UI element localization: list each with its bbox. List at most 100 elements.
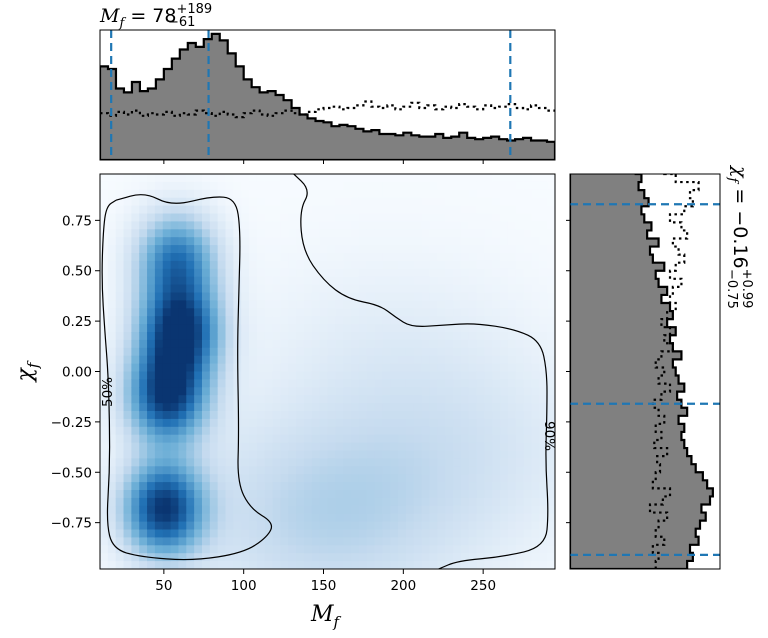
heatmap-cell	[382, 411, 391, 420]
heatmap-cell	[241, 529, 250, 538]
heatmap-cell	[303, 197, 313, 207]
heatmap-cell	[264, 237, 274, 246]
heatmap-cell	[154, 450, 164, 459]
heatmap-cell	[523, 482, 533, 491]
heatmap-cell	[178, 561, 187, 569]
heatmap-cell	[162, 300, 172, 309]
heatmap-cell	[186, 529, 195, 538]
heatmap-cell	[272, 387, 282, 396]
heatmap-cell	[264, 332, 274, 341]
heatmap-cell	[154, 245, 164, 254]
heatmap-cell	[147, 395, 156, 404]
heatmap-cell	[374, 260, 384, 270]
heatmap-cell	[154, 300, 164, 309]
heatmap-cell	[405, 324, 415, 333]
heatmap-cell	[515, 505, 525, 515]
heatmap-cell	[264, 450, 274, 459]
y-tick-label: 0.00	[62, 365, 92, 381]
heatmap-cell	[405, 474, 415, 483]
heatmap-cell	[539, 260, 548, 270]
heatmap-cell	[335, 245, 344, 254]
heatmap-cell	[398, 245, 407, 254]
heatmap-cell	[507, 174, 517, 183]
heatmap-cell	[296, 268, 305, 278]
heatmap-cell	[460, 205, 470, 215]
posterior-histogram	[570, 174, 714, 569]
heatmap-cell	[288, 197, 297, 207]
heatmap-cell	[194, 418, 203, 428]
heatmap-cell	[358, 458, 368, 467]
heatmap-cell	[296, 521, 305, 531]
heatmap-cell	[162, 347, 172, 357]
heatmap-cell	[398, 497, 407, 507]
heatmap-cell	[131, 545, 140, 554]
heatmap-cell	[539, 553, 548, 562]
heatmap-cell	[303, 521, 313, 531]
heatmap-cell	[272, 466, 282, 475]
heatmap-cell	[429, 197, 438, 207]
heatmap-cell	[162, 395, 172, 404]
heatmap-cell	[233, 268, 242, 278]
heatmap-cell	[170, 189, 180, 199]
heatmap-cell	[288, 363, 297, 373]
heatmap-cell	[492, 229, 501, 238]
heatmap-cell	[107, 403, 117, 412]
heatmap-cell	[147, 387, 156, 396]
heatmap-cell	[453, 490, 462, 499]
heatmap-cell	[225, 245, 234, 254]
heatmap-cell	[358, 387, 368, 396]
heatmap-cell	[437, 490, 446, 499]
heatmap-cell	[405, 395, 415, 404]
heatmap-cell	[100, 181, 109, 191]
heatmap-cell	[170, 174, 180, 183]
heatmap-cell	[264, 537, 274, 546]
heatmap-cell	[217, 197, 227, 207]
heatmap-cell	[241, 458, 250, 467]
heatmap-cell	[500, 253, 509, 262]
heatmap-cell	[256, 300, 266, 309]
heatmap-cell	[186, 497, 195, 507]
heatmap-cell	[437, 442, 446, 452]
heatmap-cell	[303, 395, 313, 404]
heatmap-cell	[351, 411, 360, 420]
heatmap-cell	[358, 189, 368, 199]
heatmap-cell	[358, 545, 368, 554]
heatmap-cell	[303, 411, 313, 420]
heatmap-cell	[539, 284, 548, 294]
heatmap-cell	[272, 474, 282, 483]
heatmap-cell	[460, 245, 470, 254]
heatmap-cell	[523, 237, 533, 246]
heatmap-cell	[241, 284, 250, 294]
heatmap-cell	[468, 213, 478, 222]
heatmap-cell	[241, 276, 250, 286]
heatmap-cell	[209, 561, 219, 569]
heatmap-cell	[311, 245, 321, 254]
heatmap-cell	[178, 403, 187, 412]
heatmap-cell	[139, 371, 148, 380]
heatmap-cell	[154, 379, 164, 388]
heatmap-cell	[201, 553, 211, 562]
heatmap-cell	[398, 529, 407, 538]
heatmap-cell	[107, 339, 117, 349]
heatmap-cell	[358, 482, 368, 491]
heatmap-cell	[303, 371, 313, 380]
heatmap-cell	[507, 213, 517, 222]
heatmap-cell	[311, 181, 321, 191]
heatmap-cell	[272, 237, 282, 246]
heatmap-cell	[225, 513, 234, 523]
heatmap-cell	[327, 332, 336, 341]
heatmap-cell	[139, 482, 148, 491]
heatmap-cell	[531, 545, 540, 554]
heatmap-cell	[217, 308, 227, 317]
heatmap-cell	[107, 553, 117, 562]
heatmap-cell	[123, 395, 132, 404]
heatmap-cell	[201, 213, 211, 222]
heatmap-cell	[170, 411, 180, 420]
heatmap-cell	[303, 474, 313, 483]
heatmap-cell	[209, 450, 219, 459]
heatmap-cell	[405, 205, 415, 215]
heatmap-cell	[186, 284, 195, 294]
heatmap-cell	[256, 474, 266, 483]
heatmap-cell	[500, 545, 509, 554]
heatmap-cell	[374, 379, 384, 388]
